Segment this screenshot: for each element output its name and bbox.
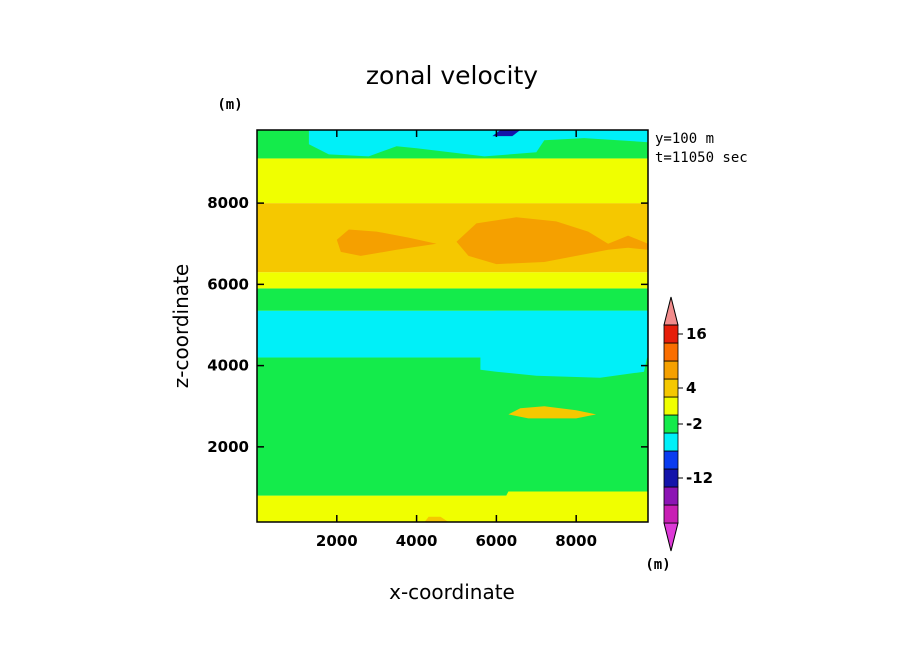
- colorbar-swatch: [663, 432, 679, 452]
- field-patch-0: [492, 491, 648, 522]
- y-tick-label: 6000: [207, 275, 249, 293]
- field-patch-5: [336, 229, 437, 256]
- plot-frame: [256, 129, 649, 523]
- colorbar-swatch: [663, 360, 679, 380]
- field-patch-3: [257, 310, 648, 327]
- colorbar-swatch: [663, 468, 679, 488]
- field-band-3: [257, 288, 648, 311]
- colorbar-swatch: [663, 342, 679, 362]
- colorbar-label: 16: [686, 325, 707, 343]
- field-patch-1: [424, 516, 449, 522]
- y-tick-label: 4000: [207, 357, 249, 375]
- field-band-4: [257, 272, 648, 289]
- x-axis-label: x-coordinate: [389, 580, 515, 604]
- colorbar-high-triangle: [663, 296, 679, 326]
- field-patch-7: [316, 174, 648, 204]
- field-patch-2: [480, 353, 648, 378]
- field-patch-9: [492, 130, 521, 137]
- field-patch-8: [308, 130, 648, 157]
- x-tick-label: 2000: [316, 532, 358, 550]
- colorbar-label: -12: [686, 469, 713, 487]
- y-axis-label: z-coordinate: [169, 264, 193, 388]
- colorbar-swatch: [663, 378, 679, 398]
- x-tick-label: 8000: [555, 532, 597, 550]
- y-axis-unit: (m): [217, 97, 242, 113]
- field-patch-4: [508, 406, 597, 419]
- chart-title: zonal velocity: [366, 61, 538, 90]
- colorbar-label: -2: [686, 415, 703, 433]
- colorbar-swatch: [663, 486, 679, 506]
- velocity-field: [257, 130, 648, 522]
- contour-plot: 2000 4000 6000 8000 2000 4000 6000 8000: [207, 129, 649, 550]
- field-patch-6: [456, 217, 648, 265]
- colorbar-unit: (m): [645, 557, 670, 573]
- y-tick-label: 8000: [207, 194, 249, 212]
- colorbar-swatch: [663, 396, 679, 416]
- colorbar: 16 4 -2 -12: [663, 296, 713, 552]
- info-y-position: y=100 m: [655, 131, 714, 147]
- y-tick-label: 2000: [207, 438, 249, 456]
- colorbar-label: 4: [686, 379, 696, 397]
- x-tick-label: 6000: [476, 532, 518, 550]
- colorbar-swatch: [663, 504, 679, 524]
- colorbar-swatch: [663, 414, 679, 434]
- y-axis-ticks: 2000 4000 6000 8000: [207, 194, 648, 456]
- colorbar-swatch: [663, 450, 679, 470]
- field-band-1: [257, 357, 648, 496]
- colorbar-low-triangle: [663, 522, 679, 552]
- colorbar-swatch: [663, 324, 679, 344]
- x-axis-ticks: 2000 4000 6000 8000: [316, 130, 597, 550]
- info-time: t=11050 sec: [655, 150, 748, 166]
- x-tick-label: 4000: [396, 532, 438, 550]
